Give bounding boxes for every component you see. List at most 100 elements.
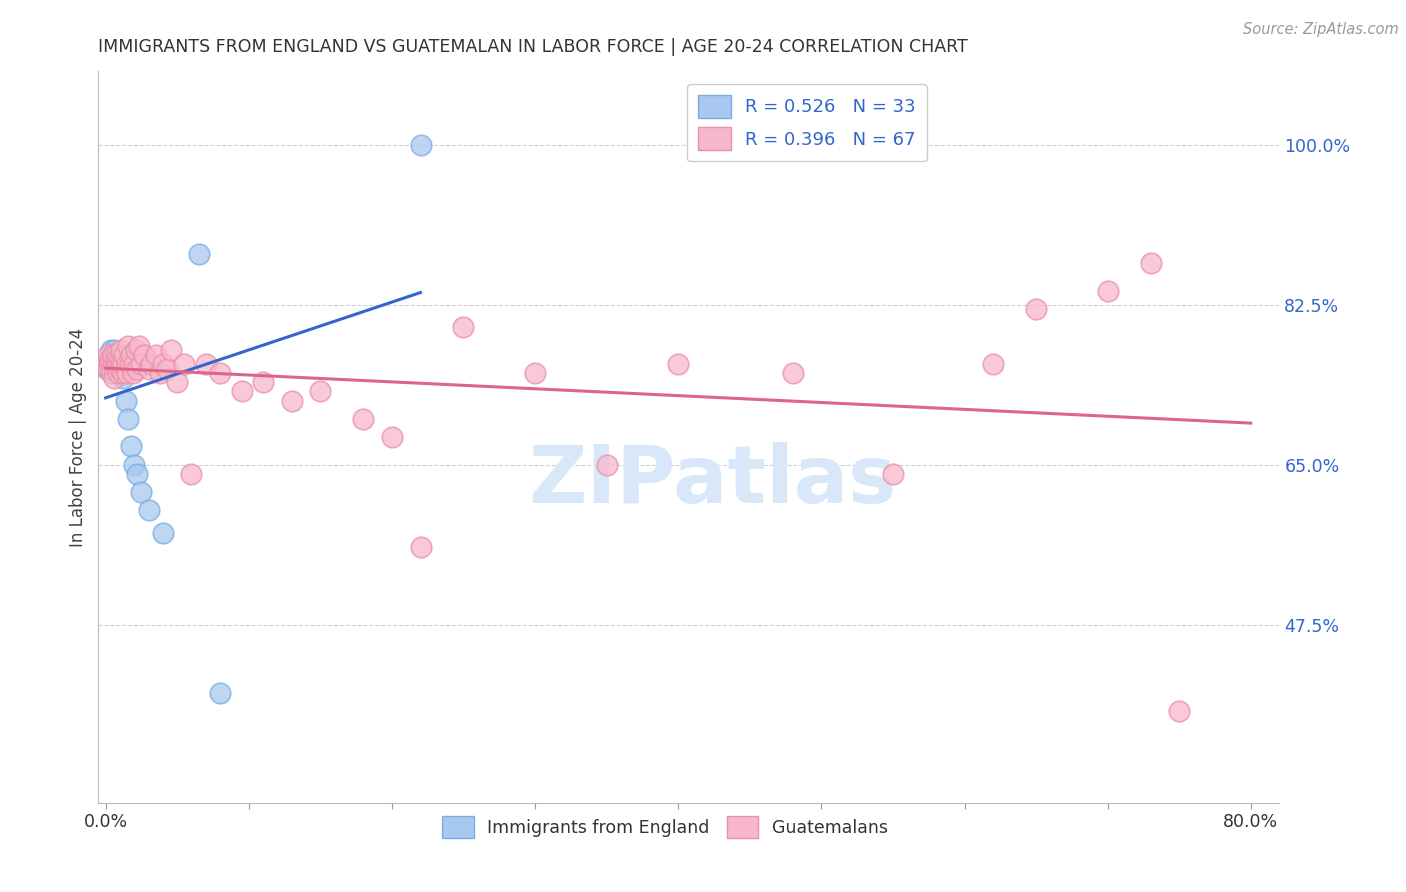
Point <box>101 361 124 376</box>
Point <box>121 366 143 380</box>
Point <box>114 393 136 408</box>
Point <box>180 467 202 481</box>
Point <box>96 361 118 376</box>
Point <box>105 361 128 376</box>
Point <box>524 366 547 380</box>
Point <box>101 357 124 371</box>
Point <box>108 361 131 376</box>
Point <box>124 343 146 358</box>
Point <box>101 348 124 362</box>
Text: ZIPatlas: ZIPatlas <box>529 442 897 520</box>
Point <box>107 352 129 367</box>
Point <box>981 357 1004 371</box>
Point <box>160 343 183 358</box>
Point <box>97 357 120 371</box>
Point <box>125 361 148 376</box>
Y-axis label: In Labor Force | Age 20-24: In Labor Force | Age 20-24 <box>69 327 87 547</box>
Point <box>105 352 128 367</box>
Point <box>111 370 134 384</box>
Point <box>100 366 122 380</box>
Point <box>107 357 129 371</box>
Point <box>128 338 150 352</box>
Point <box>149 366 172 380</box>
Point <box>231 384 253 399</box>
Point <box>666 357 689 371</box>
Point <box>98 348 121 362</box>
Point <box>100 357 122 371</box>
Point <box>108 357 131 371</box>
Point <box>118 357 141 371</box>
Point <box>280 393 302 408</box>
Text: Source: ZipAtlas.com: Source: ZipAtlas.com <box>1243 22 1399 37</box>
Point <box>98 357 121 371</box>
Point <box>115 366 138 380</box>
Point <box>96 357 118 371</box>
Point <box>882 467 904 481</box>
Point <box>156 361 179 376</box>
Point <box>103 343 125 358</box>
Point <box>122 357 145 371</box>
Point <box>209 366 232 380</box>
Point <box>134 348 156 362</box>
Point <box>409 137 432 152</box>
Point <box>103 370 125 384</box>
Point <box>98 352 121 367</box>
Point <box>104 357 127 371</box>
Point <box>453 320 475 334</box>
Point <box>173 357 195 371</box>
Point <box>117 338 139 352</box>
Point <box>100 361 122 376</box>
Point <box>166 376 188 390</box>
Point <box>97 348 120 362</box>
Point <box>409 540 432 554</box>
Point <box>108 352 131 367</box>
Point <box>115 357 138 371</box>
Point <box>112 348 135 362</box>
Point <box>595 458 617 472</box>
Point <box>782 366 804 380</box>
Point <box>125 467 148 481</box>
Point <box>138 361 160 376</box>
Point <box>103 352 125 367</box>
Point <box>108 361 131 376</box>
Point <box>117 412 139 426</box>
Point <box>145 348 167 362</box>
Point <box>1025 301 1047 317</box>
Point <box>352 412 374 426</box>
Point <box>98 352 121 367</box>
Point <box>108 352 131 367</box>
Point <box>104 348 127 362</box>
Point <box>122 458 145 472</box>
Point <box>152 357 174 371</box>
Point <box>120 439 142 453</box>
Point <box>209 686 232 700</box>
Point <box>110 366 132 380</box>
Point <box>105 361 128 376</box>
Point <box>110 343 132 358</box>
Point <box>120 348 142 362</box>
Point <box>101 357 124 371</box>
Point <box>1097 284 1119 298</box>
Point <box>104 348 127 362</box>
Point <box>309 384 332 399</box>
Point <box>101 348 124 362</box>
Point <box>104 357 127 371</box>
Point <box>131 485 153 500</box>
Legend: Immigrants from England, Guatemalans: Immigrants from England, Guatemalans <box>436 809 896 846</box>
Point <box>114 361 136 376</box>
Point <box>187 247 209 261</box>
Point <box>105 357 128 371</box>
Point <box>97 361 120 376</box>
Point <box>103 361 125 376</box>
Point <box>107 366 129 380</box>
Point <box>111 357 134 371</box>
Point <box>381 430 404 444</box>
Point <box>111 366 134 380</box>
Point <box>100 343 122 358</box>
Point <box>141 357 163 371</box>
Point <box>194 357 217 371</box>
Point <box>1168 705 1191 719</box>
Point <box>152 526 174 541</box>
Point <box>138 503 160 517</box>
Point <box>110 357 132 371</box>
